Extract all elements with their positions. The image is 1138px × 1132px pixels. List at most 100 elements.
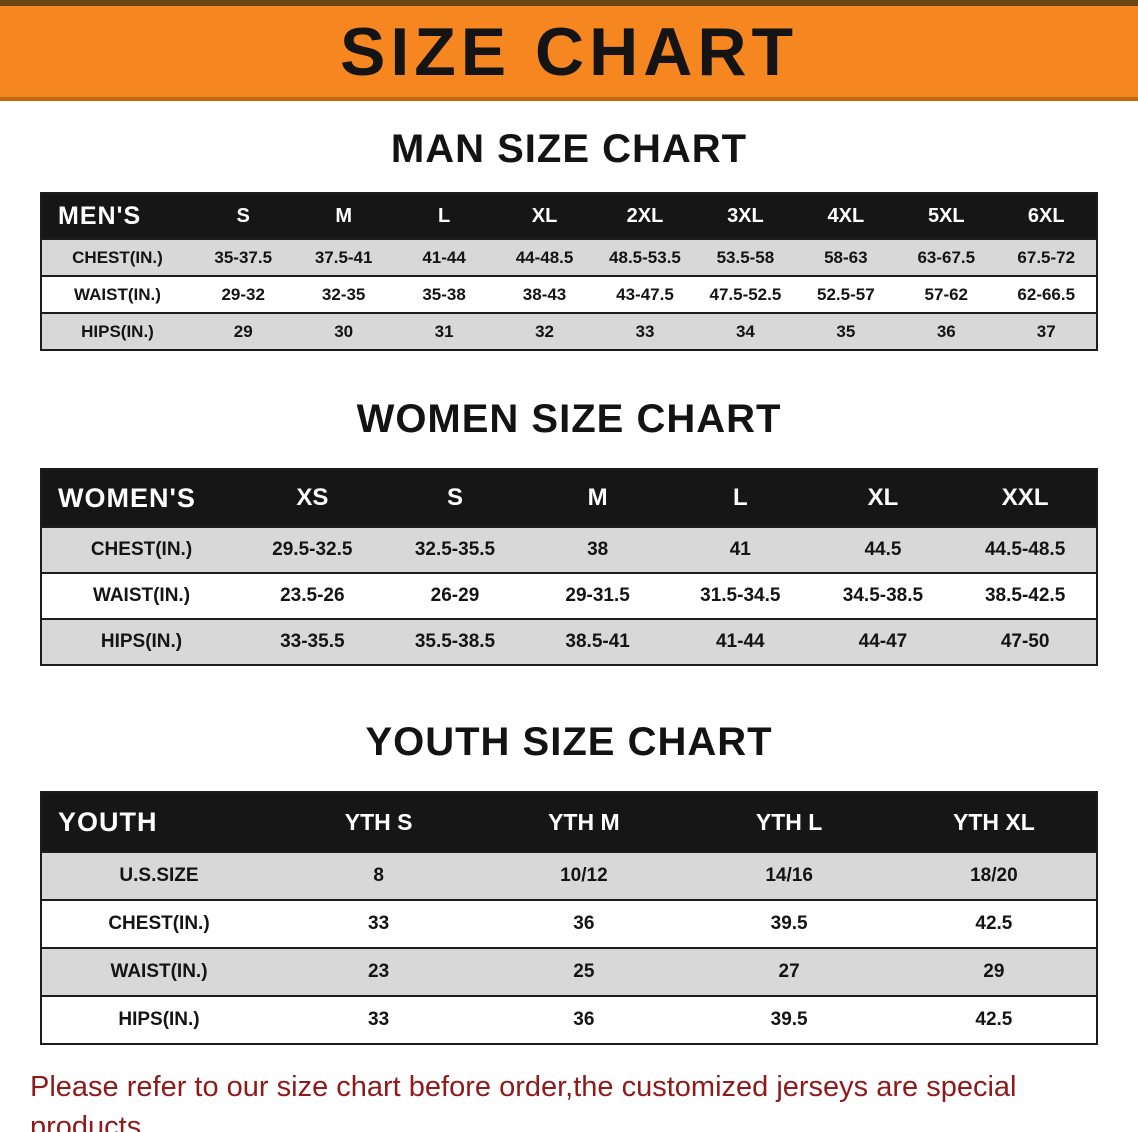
men-size-header-xl: XL [494,193,595,239]
size-value: 14/16 [765,865,813,886]
row-label: CHEST(IN.) [90,539,193,560]
size-value: 38 [587,539,609,560]
men-size-header-m: M [293,193,394,239]
disclaimer-text: Please refer to our size chart before or… [30,1067,1138,1132]
row-label: HIPS(IN.) [100,631,183,652]
size-value: 23 [368,961,390,982]
table-row: CHEST(IN.) 35-37.5 37.5-41 41-44 44-48.5 48.5… [41,239,1097,276]
women-size-header-xxl: XXL [954,469,1097,527]
size-value: 38.5-41 [565,631,630,652]
disclaimer-line-1: Please refer to our size chart before or… [30,1071,1017,1132]
size-value: 58-63 [824,247,868,267]
size-value: 35 [836,321,856,341]
size-value: 29-32 [221,284,265,304]
women-section-heading: WOMEN SIZE CHART [356,397,782,441]
size-value: 44.5-48.5 [984,539,1066,560]
size-value: 29 [233,321,253,341]
banner: SIZE CHART [0,0,1138,101]
size-value: 48.5-53.5 [609,247,681,267]
men-group-label: MEN'S [41,193,193,239]
size-value: 44.5 [864,539,902,560]
men-size-header-6xl: 6XL [996,193,1097,239]
women-size-header-s: S [383,469,527,527]
size-value: 31 [434,321,454,341]
size-value: 33-35.5 [280,631,345,652]
men-size-header-4xl: 4XL [795,193,897,239]
size-value: 32 [535,321,554,341]
size-sections: MAN SIZE CHART MEN'S S M L XL 2XL 3XL 4XL 5XL 6XL C… [0,127,1138,1045]
size-value: 43-47.5 [616,284,674,304]
size-value: 63-67.5 [917,247,976,267]
men-section-heading: MAN SIZE CHART [390,127,748,171]
size-value: 52.5-57 [817,284,875,304]
size-value: 44-48.5 [515,247,574,267]
size-value: 37 [1036,321,1056,341]
size-value: 32.5-35.5 [414,539,496,560]
table-row: U.S.SIZE 8 10/12 14/16 18/20 [41,852,1097,900]
row-label: CHEST(IN.) [72,247,163,267]
size-value: 62-66.5 [1017,284,1076,304]
size-value: 42.5 [975,913,1013,934]
row-label: HIPS(IN.) [118,1009,200,1030]
size-value: 39.5 [770,1009,808,1030]
women-size-section: WOMEN SIZE CHART WOMEN'S XS S M L XL XXL CHEST(I… [0,397,1138,666]
size-value: 42.5 [975,1009,1013,1030]
youth-group-label: YOUTH [41,792,276,852]
women-size-header-l: L [668,469,812,527]
size-value: 29.5-32.5 [272,539,353,560]
youth-size-header-yth-m: YTH M [481,792,687,852]
men-header-row: MEN'S S M L XL 2XL 3XL 4XL 5XL 6XL [41,193,1097,239]
men-size-header-s: S [193,193,294,239]
table-row: WAIST(IN.) 23.5-26 26-29 29-31.5 31.5-34.5 34… [41,573,1097,619]
men-size-header-l: L [393,193,495,239]
size-value: 36 [573,913,595,934]
size-value: 47.5-52.5 [709,284,782,304]
size-value: 41 [729,539,751,560]
youth-header-row: YOUTH YTH S YTH M YTH L YTH XL [41,792,1097,852]
row-label: HIPS(IN.) [81,321,154,341]
size-value: 33 [368,913,390,934]
size-value: 38.5-42.5 [984,585,1066,606]
size-value: 26-29 [430,585,480,606]
row-label: U.S.SIZE [119,865,199,886]
size-value: 34.5-38.5 [842,585,924,606]
size-value: 36 [573,1009,595,1030]
women-size-header-m: M [526,469,669,527]
table-row: HIPS(IN.) 33 36 39.5 42.5 [41,996,1097,1044]
youth-size-header-yth-l: YTH L [686,792,892,852]
size-value: 36 [936,321,956,341]
table-row: CHEST(IN.) 33 36 39.5 42.5 [41,900,1097,948]
size-value: 29-31.5 [565,585,630,606]
men-size-table: MEN'S S M L XL 2XL 3XL 4XL 5XL 6XL CHEST(IN.) 35-37… [40,192,1098,351]
size-value: 27 [778,961,800,982]
size-value: 35-37.5 [214,247,273,267]
youth-size-table: YOUTH YTH S YTH M YTH L YTH XL U.S.SIZE 8 10/12… [40,791,1098,1045]
size-value: 44-47 [858,631,908,652]
size-value: 41-44 [715,631,765,652]
size-value: 10/12 [560,865,608,886]
size-value: 31.5-34.5 [700,585,781,606]
size-value: 47-50 [1000,631,1050,652]
women-size-table: WOMEN'S XS S M L XL XXL CHEST(IN.) 29.5-32.5 32.5… [40,468,1098,666]
row-label: WAIST(IN.) [110,961,208,982]
size-value: 33 [368,1009,390,1030]
size-value: 38-43 [522,284,567,304]
women-header-row: WOMEN'S XS S M L XL XXL [41,469,1097,527]
size-value: 67.5-72 [1017,247,1076,267]
youth-size-section: YOUTH SIZE CHART YOUTH YTH S YTH M YTH L YTH … [0,720,1138,1045]
men-size-header-3xl: 3XL [695,193,796,239]
row-label: WAIST(IN.) [74,284,161,304]
table-row: WAIST(IN.) 23 25 27 29 [41,948,1097,996]
table-row: HIPS(IN.) 33-35.5 35.5-38.5 38.5-41 41-44 44-… [41,619,1097,665]
row-label: WAIST(IN.) [92,585,191,606]
size-value: 35.5-38.5 [414,631,496,652]
men-size-header-2xl: 2XL [594,193,696,239]
youth-size-header-yth-s: YTH S [276,792,482,852]
size-value: 33 [635,321,655,341]
women-size-header-xs: XS [241,469,384,527]
youth-section-heading: YOUTH SIZE CHART [365,720,773,764]
size-value: 35-38 [422,284,466,304]
size-value: 29 [983,961,1005,982]
size-value: 57-62 [924,284,969,304]
size-value: 53.5-58 [716,247,775,267]
